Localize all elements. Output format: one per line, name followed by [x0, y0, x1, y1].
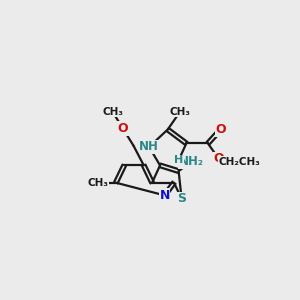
Text: O: O — [214, 152, 224, 165]
Text: CH₃: CH₃ — [169, 107, 190, 117]
Text: CH₂CH₃: CH₂CH₃ — [218, 157, 260, 167]
Text: NH: NH — [139, 140, 159, 153]
Text: NH₂: NH₂ — [178, 155, 203, 168]
Text: N: N — [160, 189, 170, 202]
Text: CH₃: CH₃ — [102, 107, 123, 117]
Text: CH₃: CH₃ — [88, 178, 109, 188]
Text: S: S — [177, 192, 186, 206]
Text: O: O — [118, 122, 128, 135]
Text: H: H — [174, 155, 183, 165]
Text: O: O — [215, 123, 226, 136]
